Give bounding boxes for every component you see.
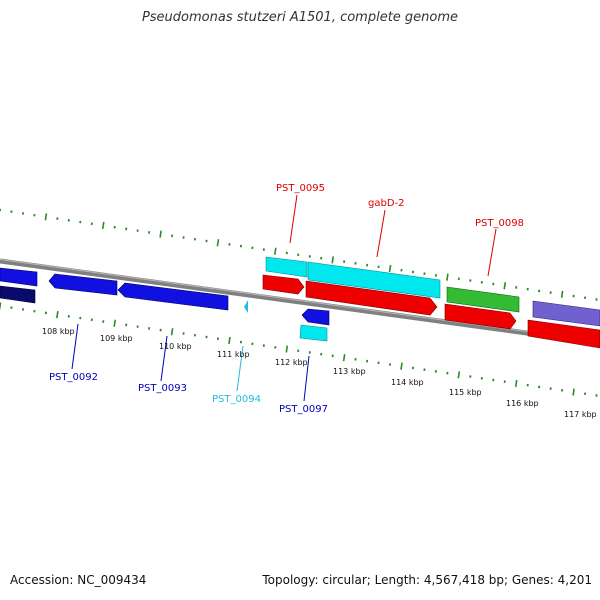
tick-label: 109 kbp [100,334,133,343]
gene-arrow[interactable] [244,300,248,313]
inner-tick-ring [0,302,598,397]
major-tick [216,239,220,247]
major-tick [342,354,346,362]
major-tick [113,319,116,327]
gene-arrow[interactable] [0,285,36,304]
gene-arrow[interactable] [532,300,600,327]
gene-arrow[interactable] [265,256,308,278]
tick-label: 113 kbp [333,367,366,376]
map-title: Pseudomonas stutzeri A1501, complete gen… [141,10,459,25]
major-tick [572,388,575,396]
forward-genes [0,256,600,327]
tick-label: 110 kbp [159,342,192,351]
gene-arrow[interactable] [307,261,441,299]
major-tick [56,310,59,319]
major-tick [446,273,449,281]
tick-label: 114 kbp [391,378,424,387]
gene-arrow[interactable] [446,286,520,313]
gene-arrow[interactable] [262,274,305,295]
major-tick [170,328,174,336]
label-callouts [71,194,497,402]
gene-label-pst0098[interactable]: PST_0098 [475,218,524,229]
gene-arrow[interactable] [299,324,328,342]
tick-label: 117 kbp [564,410,597,419]
gene-arrow[interactable] [117,282,229,311]
tick-label: 108 kbp [42,327,75,336]
major-tick [514,379,518,388]
gene-label-pst0097[interactable]: PST_0097 [279,404,328,415]
major-tick [400,362,403,370]
major-tick [44,213,48,221]
gene-labels: PST_0095 gabD-2 PST_0098 PST_0092 PST_00… [49,183,524,415]
gene-label-pst0095[interactable]: PST_0095 [276,183,325,194]
tick-label: 116 kbp [506,399,539,408]
outer-tick-ring [0,208,598,301]
genome-backbone [0,258,600,346]
gene-label-pst0094[interactable]: PST_0094 [212,394,261,405]
accession-text: Accession: NC_009434 [10,573,147,587]
gene-label-pst0093[interactable]: PST_0093 [138,383,187,394]
major-tick [388,264,392,273]
gene-label-pst0092[interactable]: PST_0092 [49,372,98,383]
major-tick [228,336,231,345]
gene-arrow[interactable] [305,280,438,316]
major-tick [560,290,564,298]
gene-arrow[interactable] [301,308,330,326]
gene-arrow[interactable] [48,273,118,296]
gene-arrow[interactable] [444,303,517,330]
tick-label: 111 kbp [217,350,250,359]
genome-stats-text: Topology: circular; Length: 4,567,418 bp… [262,573,592,587]
tick-label: 112 kbp [275,358,308,367]
major-tick [457,371,461,379]
major-tick [331,256,334,264]
major-tick [159,230,162,238]
gene-arrow[interactable] [0,267,38,287]
gene-label-gabd2[interactable]: gabD-2 [368,198,405,209]
gene-arrow[interactable] [527,319,600,349]
tick-label: 115 kbp [449,388,482,397]
major-tick [101,221,105,230]
major-tick [274,247,277,255]
reverse-genes [0,274,600,349]
tick-labels: 108 kbp 109 kbp 110 kbp 111 kbp 112 kbp … [42,327,597,419]
major-tick [503,282,507,290]
major-tick [285,345,289,353]
major-tick [0,302,2,310]
